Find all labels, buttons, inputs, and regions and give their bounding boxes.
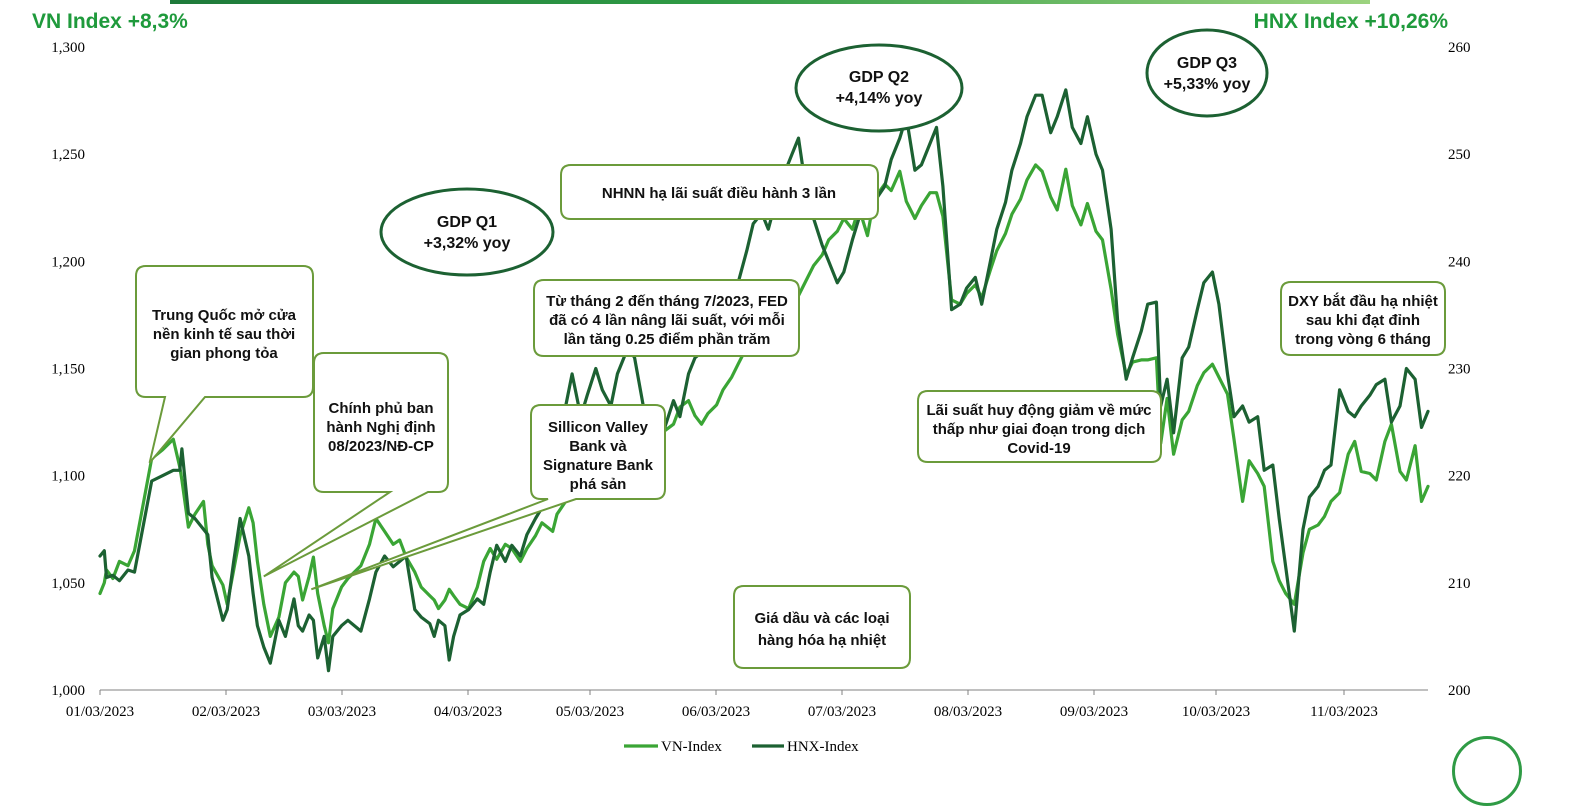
annotation-text: thấp như giai đoạn trong dịch <box>933 421 1146 438</box>
annotation-text: hàng hóa hạ nhiệt <box>758 632 886 649</box>
top-accent-bar <box>170 0 1370 4</box>
y-right-tick-label: 220 <box>1448 469 1471 485</box>
x-tick-label: 08/03/2023 <box>934 704 1002 720</box>
annotation-text: phá sản <box>570 476 627 493</box>
annotation-dxy: DXY bắt đầu hạ nhiệt sau khi đạt đỉnh tron… <box>1280 281 1446 356</box>
annotation-box <box>733 585 911 669</box>
annotation-text: Sillicon Valley <box>548 419 649 436</box>
annotation-text: Chính phủ ban <box>329 400 434 417</box>
chart-axes: 01/03/2023 02/03/2023 03/03/2023 04/03/2023… <box>51 40 1470 720</box>
annotation-oil: Giá dầu và các loại hàng hóa hạ nhiệt <box>733 585 911 669</box>
gdp-label: GDP Q3 <box>1177 55 1237 72</box>
y-left-tick-label: 1,300 <box>51 40 85 56</box>
x-tick-label: 11/03/2023 <box>1310 704 1378 720</box>
annotations: Trung Quốc mở cửa nền kinh tế sau thời gia… <box>135 28 1446 669</box>
hnx-index-title: HNX Index +10,26% <box>1253 10 1448 33</box>
x-tick-label: 07/03/2023 <box>808 704 876 720</box>
y-right-tick-label: 240 <box>1448 254 1471 270</box>
annotation-text: Lãi suất huy động giảm về mức <box>926 402 1151 419</box>
annotation-decree: Chính phủ ban hành Nghị định 08/2023/NĐ-CP <box>263 352 449 578</box>
vn-index-title: VN Index +8,3% <box>32 10 188 33</box>
y-right-tick-label: 210 <box>1448 576 1471 592</box>
annotation-box <box>1280 281 1446 356</box>
y-right-tick-label: 230 <box>1448 362 1471 378</box>
legend-item: VN-Index <box>624 739 722 755</box>
annotation-text: sau khi đạt đỉnh <box>1306 312 1420 329</box>
annotation-box <box>560 164 879 220</box>
x-tick-label: 02/03/2023 <box>192 704 260 720</box>
annotation-svb: Sillicon Valley Bank và Signature Bank phá … <box>310 404 666 591</box>
gdp-label: +3,32% yoy <box>424 235 511 252</box>
annotation-text: NHNN hạ lãi suất điều hành 3 lần <box>602 185 836 202</box>
x-tick-label: 03/03/2023 <box>308 704 376 720</box>
x-tick-label: 10/03/2023 <box>1182 704 1250 720</box>
annotation-gdpq2: GDP Q2 +4,14% yoy <box>794 43 964 133</box>
annotation-china: Trung Quốc mở cửa nền kinh tế sau thời gia… <box>135 265 314 464</box>
y-left-tick-label: 1,200 <box>51 254 85 270</box>
x-tick-label: 01/03/2023 <box>66 704 134 720</box>
chart-legend: VN-Index HNX-Index <box>624 739 859 755</box>
annotation-text: Giá dầu và các loại <box>754 610 889 627</box>
annotation-text: Bank và <box>569 438 627 455</box>
annotation-box <box>533 279 800 357</box>
annotation-text: đã có 4 lần nâng lãi suất, với mỗi <box>549 312 785 329</box>
x-tick-label: 09/03/2023 <box>1060 704 1128 720</box>
gdp-ellipse <box>379 187 555 277</box>
annotation-text: nền kinh tế sau thời <box>153 326 295 343</box>
annotation-box <box>310 404 666 591</box>
y-left-tick-label: 1,150 <box>51 362 85 378</box>
gdp-ellipse <box>1145 28 1269 118</box>
gdp-ellipse <box>794 43 964 133</box>
index-chart: 01/03/2023 02/03/2023 03/03/2023 04/03/2023… <box>51 28 1471 755</box>
annotation-text: hành Nghị định <box>326 419 435 436</box>
annotation-nhnn: NHNN hạ lãi suất điều hành 3 lần <box>560 164 879 220</box>
y-left-tick-label: 1,050 <box>51 576 85 592</box>
annotation-text: Covid-19 <box>1007 440 1070 457</box>
annotation-text: lần tăng 0.25 điểm phần trăm <box>564 331 771 348</box>
vn-index-line <box>98 163 1430 645</box>
legend-item: HNX-Index <box>752 739 859 755</box>
annotation-text: 08/2023/NĐ-CP <box>328 438 434 455</box>
x-tick-label: 06/03/2023 <box>682 704 750 720</box>
y-right-tick-label: 200 <box>1448 683 1471 699</box>
annotation-text: gian phong tỏa <box>170 345 278 362</box>
annotation-box <box>135 265 314 464</box>
y-right-tick-label: 250 <box>1448 147 1471 163</box>
gdp-label: +4,14% yoy <box>836 90 923 107</box>
legend-label: HNX-Index <box>787 739 859 755</box>
x-tick-label: 04/03/2023 <box>434 704 502 720</box>
annotation-text: DXY bắt đầu hạ nhiệt <box>1288 292 1438 310</box>
annotation-text: Signature Bank <box>543 457 654 474</box>
hnx-index-line <box>98 88 1430 673</box>
annotation-box <box>263 352 449 578</box>
legend-label: VN-Index <box>661 739 722 755</box>
annotation-text: trong vòng 6 tháng <box>1295 331 1431 348</box>
gdp-label: GDP Q1 <box>437 214 497 231</box>
gdp-label: GDP Q2 <box>849 69 909 86</box>
y-left-tick-label: 1,250 <box>51 147 85 163</box>
y-left-tick-label: 1,100 <box>51 469 85 485</box>
x-tick-label: 05/03/2023 <box>556 704 624 720</box>
annotation-deposit: Lãi suất huy động giảm về mức thấp như gi… <box>917 390 1162 463</box>
y-left-tick-label: 1,000 <box>51 683 85 699</box>
y-right-tick-label: 260 <box>1448 40 1471 56</box>
annotation-box <box>917 390 1162 463</box>
corner-decoration <box>1452 736 1522 806</box>
gdp-label: +5,33% yoy <box>1164 76 1251 93</box>
annotation-gdpq1: GDP Q1 +3,32% yoy <box>379 187 555 277</box>
annotation-text: Từ tháng 2 đến tháng 7/2023, FED <box>546 293 788 310</box>
annotation-gdpq3: GDP Q3 +5,33% yoy <box>1145 28 1269 118</box>
annotation-fed: Từ tháng 2 đến tháng 7/2023, FED đã có 4 … <box>533 279 800 357</box>
annotation-text: Trung Quốc mở cửa <box>152 307 297 324</box>
